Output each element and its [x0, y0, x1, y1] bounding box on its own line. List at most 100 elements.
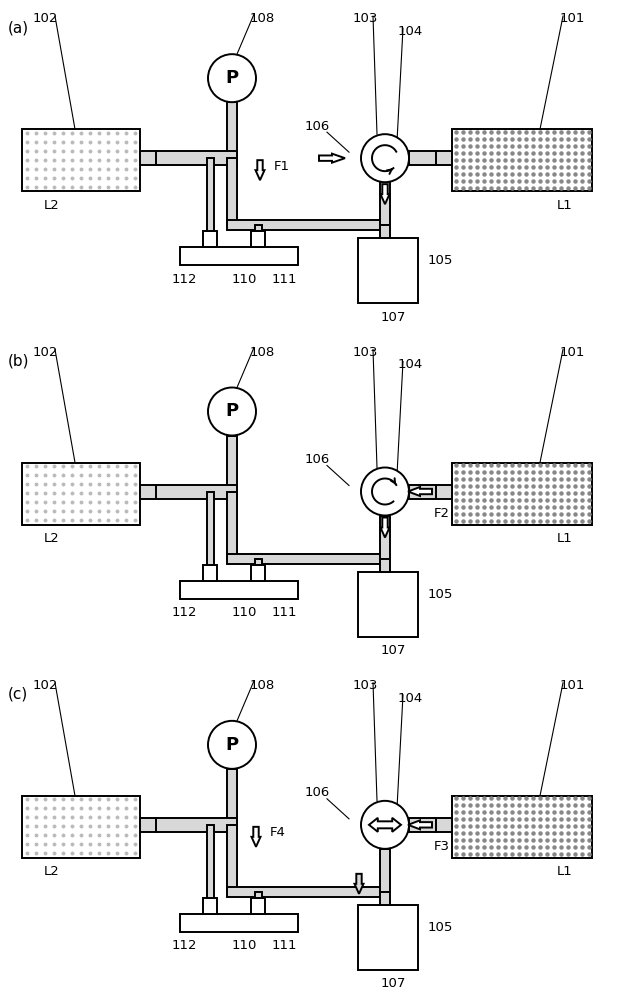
Bar — [156, 151, 237, 165]
Bar — [358, 572, 418, 637]
Bar — [380, 892, 390, 905]
Bar — [380, 516, 390, 558]
Polygon shape — [319, 154, 345, 163]
Text: 105: 105 — [428, 587, 453, 600]
Text: 104: 104 — [397, 692, 423, 705]
Text: 110: 110 — [231, 939, 257, 952]
Bar — [227, 491, 237, 558]
Text: 112: 112 — [172, 939, 197, 952]
Bar — [380, 558, 390, 572]
Bar — [227, 436, 237, 491]
Circle shape — [361, 468, 409, 516]
Bar — [203, 564, 217, 580]
Text: P: P — [225, 402, 239, 420]
Bar — [227, 887, 385, 897]
Bar — [22, 796, 140, 858]
Bar — [140, 818, 158, 832]
Circle shape — [361, 134, 409, 182]
Bar — [140, 485, 158, 498]
Bar — [254, 892, 262, 898]
Bar — [358, 905, 418, 970]
Bar — [409, 485, 436, 498]
Text: 110: 110 — [231, 273, 257, 286]
Text: L2: L2 — [44, 532, 60, 545]
Text: (a): (a) — [8, 20, 29, 35]
Bar — [227, 158, 237, 225]
Text: (c): (c) — [8, 687, 28, 702]
Text: 108: 108 — [249, 346, 275, 359]
Bar — [180, 580, 298, 598]
Bar — [180, 247, 298, 265]
Bar — [203, 898, 217, 914]
Text: (b): (b) — [8, 354, 30, 368]
Text: 107: 107 — [380, 644, 406, 657]
Bar — [180, 914, 298, 932]
Bar — [251, 898, 265, 914]
Bar — [358, 238, 418, 303]
Text: L2: L2 — [44, 865, 60, 878]
Text: L1: L1 — [557, 532, 573, 545]
Text: 112: 112 — [172, 606, 197, 619]
Bar — [207, 491, 213, 564]
Bar — [452, 129, 592, 191]
Bar — [434, 485, 452, 498]
Bar — [409, 151, 436, 165]
Text: 111: 111 — [271, 939, 297, 952]
Text: L2: L2 — [44, 199, 60, 212]
Circle shape — [361, 801, 409, 849]
Polygon shape — [255, 160, 265, 180]
Bar — [227, 554, 385, 564]
Text: 110: 110 — [231, 606, 257, 619]
Text: F2: F2 — [434, 507, 450, 520]
Text: 106: 106 — [304, 120, 329, 133]
Bar — [140, 151, 158, 165]
Polygon shape — [381, 518, 389, 538]
Text: 103: 103 — [352, 12, 378, 25]
Text: 107: 107 — [380, 977, 406, 990]
Polygon shape — [408, 820, 432, 829]
Bar — [251, 231, 265, 247]
Text: 102: 102 — [32, 12, 57, 25]
Bar — [380, 182, 390, 225]
Bar — [227, 102, 237, 158]
Bar — [227, 220, 385, 230]
Text: F3: F3 — [434, 840, 450, 853]
Text: 107: 107 — [380, 311, 406, 324]
Polygon shape — [355, 874, 363, 894]
Text: 104: 104 — [397, 25, 423, 38]
Text: L1: L1 — [557, 865, 573, 878]
Text: 105: 105 — [428, 921, 453, 934]
Circle shape — [208, 54, 256, 102]
Bar — [156, 485, 237, 498]
Text: P: P — [225, 69, 239, 87]
Text: 106: 106 — [304, 786, 329, 799]
Polygon shape — [381, 184, 389, 204]
Bar — [227, 769, 237, 825]
Text: P: P — [225, 736, 239, 754]
Text: F4: F4 — [270, 826, 286, 839]
Text: 104: 104 — [397, 359, 423, 371]
Polygon shape — [252, 827, 260, 847]
Bar — [254, 558, 262, 564]
Text: 103: 103 — [352, 679, 378, 692]
Text: 111: 111 — [271, 273, 297, 286]
Bar — [156, 818, 237, 832]
Bar — [452, 462, 592, 524]
Bar — [434, 818, 452, 832]
Text: 101: 101 — [560, 679, 585, 692]
Text: 108: 108 — [249, 12, 275, 25]
Text: 112: 112 — [172, 273, 197, 286]
Circle shape — [208, 721, 256, 769]
Bar — [207, 158, 213, 231]
Text: F1: F1 — [274, 160, 290, 173]
Text: L1: L1 — [557, 199, 573, 212]
Text: 101: 101 — [560, 12, 585, 25]
Bar — [251, 564, 265, 580]
Bar — [380, 225, 390, 238]
Bar — [380, 849, 390, 892]
Text: 105: 105 — [428, 254, 453, 267]
Text: 106: 106 — [304, 453, 329, 466]
Text: 111: 111 — [271, 606, 297, 619]
Bar — [207, 825, 213, 898]
Text: 101: 101 — [560, 346, 585, 359]
